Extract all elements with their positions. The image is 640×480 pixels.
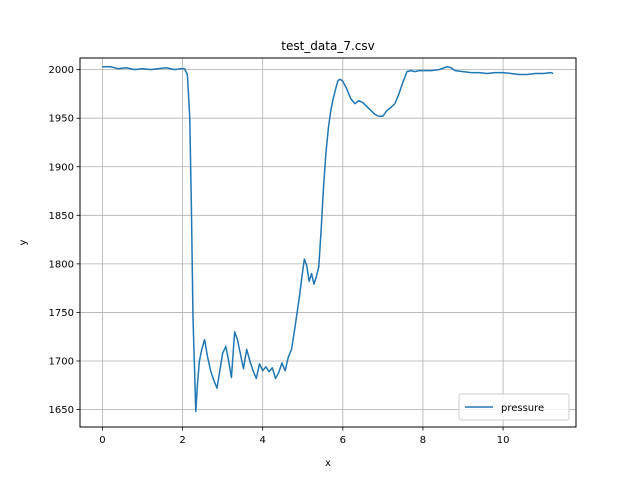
- y-tick-label: 1850: [49, 211, 74, 222]
- y-tick-label: 1750: [49, 308, 74, 319]
- legend-label-pressure: pressure: [501, 403, 544, 414]
- y-tick-label: 1900: [49, 162, 74, 173]
- axis-ticks: 0 2 4 6 8 10 1650 1700 1750 1800 1850 1900 1950 2000: [49, 65, 510, 446]
- series-layer: [102, 65, 554, 413]
- plot-frame: [79, 57, 577, 428]
- y-tick-label: 1700: [49, 356, 74, 367]
- x-tick-label: 0: [99, 435, 105, 446]
- x-tick-label: 4: [260, 435, 266, 446]
- y-tick-label: 2000: [49, 65, 74, 76]
- legend: pressure: [458, 393, 570, 421]
- y-tick-label: 1800: [49, 259, 74, 270]
- legend-box: [458, 393, 570, 421]
- chart-title: test_data_7.csv: [281, 39, 374, 53]
- series-line-pressure: [102, 65, 554, 413]
- y-tick-label: 1650: [49, 405, 74, 416]
- x-tick-label: 8: [420, 435, 426, 446]
- grid: [80, 58, 576, 427]
- x-tick-label: 10: [497, 435, 510, 446]
- x-tick-label: 2: [179, 435, 185, 446]
- y-tick-label: 1950: [49, 114, 74, 125]
- x-tick-label: 6: [340, 435, 346, 446]
- y-axis-label: y: [18, 239, 29, 245]
- x-axis-label: x: [325, 458, 331, 469]
